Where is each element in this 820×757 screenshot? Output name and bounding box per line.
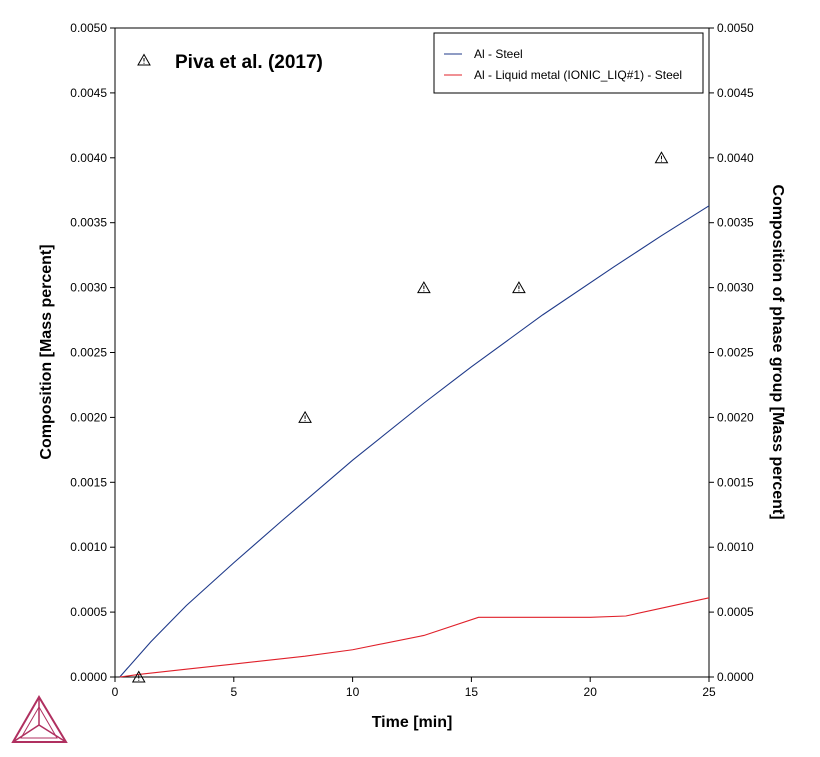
- y-axis-left: 0.0000 0.0005 0.0010 0.0015 0.0020 0.0025 0.00…: [70, 21, 115, 684]
- series-line-1: [119, 597, 710, 678]
- y-tick-label: 0.0035: [70, 216, 107, 230]
- y2-tick-label: 0.0015: [717, 475, 754, 489]
- y-tick-label: 0.0050: [70, 21, 107, 35]
- legend-box: [433, 32, 704, 94]
- y2-tick-label: 0.0000: [717, 670, 754, 684]
- y-tick-label: 0.0040: [70, 151, 107, 165]
- data-point-marker: [131, 670, 146, 683]
- y-tick-label: 0.0025: [70, 346, 107, 360]
- y2-tick-label: 0.0045: [717, 86, 754, 100]
- x-tick-label: 0: [112, 685, 119, 699]
- y2-tick-label: 0.0010: [717, 540, 754, 554]
- x-axis: 0 5 10 15 20 25: [112, 677, 716, 699]
- y2-tick-label: 0.0025: [717, 346, 754, 360]
- y-axis-title: Composition [Mass percent]: [38, 244, 55, 459]
- data-point-marker: [298, 410, 312, 423]
- legend-label-al-liquid-metal: Al - Liquid metal (IONIC_LIQ#1) - Steel: [474, 68, 682, 82]
- y-axis-right: 0.0000 0.0005 0.0010 0.0015 0.0020 0.0025 0.00…: [709, 21, 754, 684]
- data-point-marker: [654, 151, 669, 164]
- y-tick-label: 0.0010: [70, 540, 107, 554]
- y2-axis-title: Composition of phase group [Mass percent…: [769, 184, 786, 519]
- annotation: Piva et al. (2017): [137, 52, 323, 73]
- x-tick-label: 20: [584, 685, 598, 699]
- y2-tick-label: 0.0035: [717, 216, 754, 230]
- annotation-marker: [137, 53, 151, 66]
- data-markers: [131, 151, 669, 683]
- y2-tick-label: 0.0005: [717, 605, 754, 619]
- logo-icon: [11, 695, 68, 743]
- y-tick-label: 0.0045: [70, 86, 107, 100]
- y-tick-label: 0.0020: [70, 410, 107, 424]
- y-tick-label: 0.0030: [70, 281, 107, 295]
- plot-frame: [114, 27, 710, 678]
- x-tick-label: 10: [346, 685, 360, 699]
- legend: Al - Steel Al - Liquid metal (IONIC_LIQ#…: [433, 32, 704, 94]
- y2-tick-label: 0.0040: [717, 151, 754, 165]
- series-lines: [119, 205, 710, 678]
- data-point-marker: [417, 281, 431, 294]
- annotation-text: Piva et al. (2017): [175, 52, 323, 73]
- x-tick-label: 25: [702, 685, 716, 699]
- y-tick-label: 0.0015: [70, 475, 107, 489]
- x-tick-label: 15: [465, 685, 479, 699]
- x-axis-title: Time [min]: [372, 714, 453, 731]
- series-line-0: [119, 205, 710, 678]
- y-tick-label: 0.0000: [70, 670, 107, 684]
- y-tick-label: 0.0005: [70, 605, 107, 619]
- y2-tick-label: 0.0020: [717, 410, 754, 424]
- x-tick-label: 5: [230, 685, 237, 699]
- legend-label-al-steel: Al - Steel: [474, 47, 523, 61]
- y2-tick-label: 0.0050: [717, 21, 754, 35]
- data-point-marker: [512, 281, 526, 294]
- y2-tick-label: 0.0030: [717, 281, 754, 295]
